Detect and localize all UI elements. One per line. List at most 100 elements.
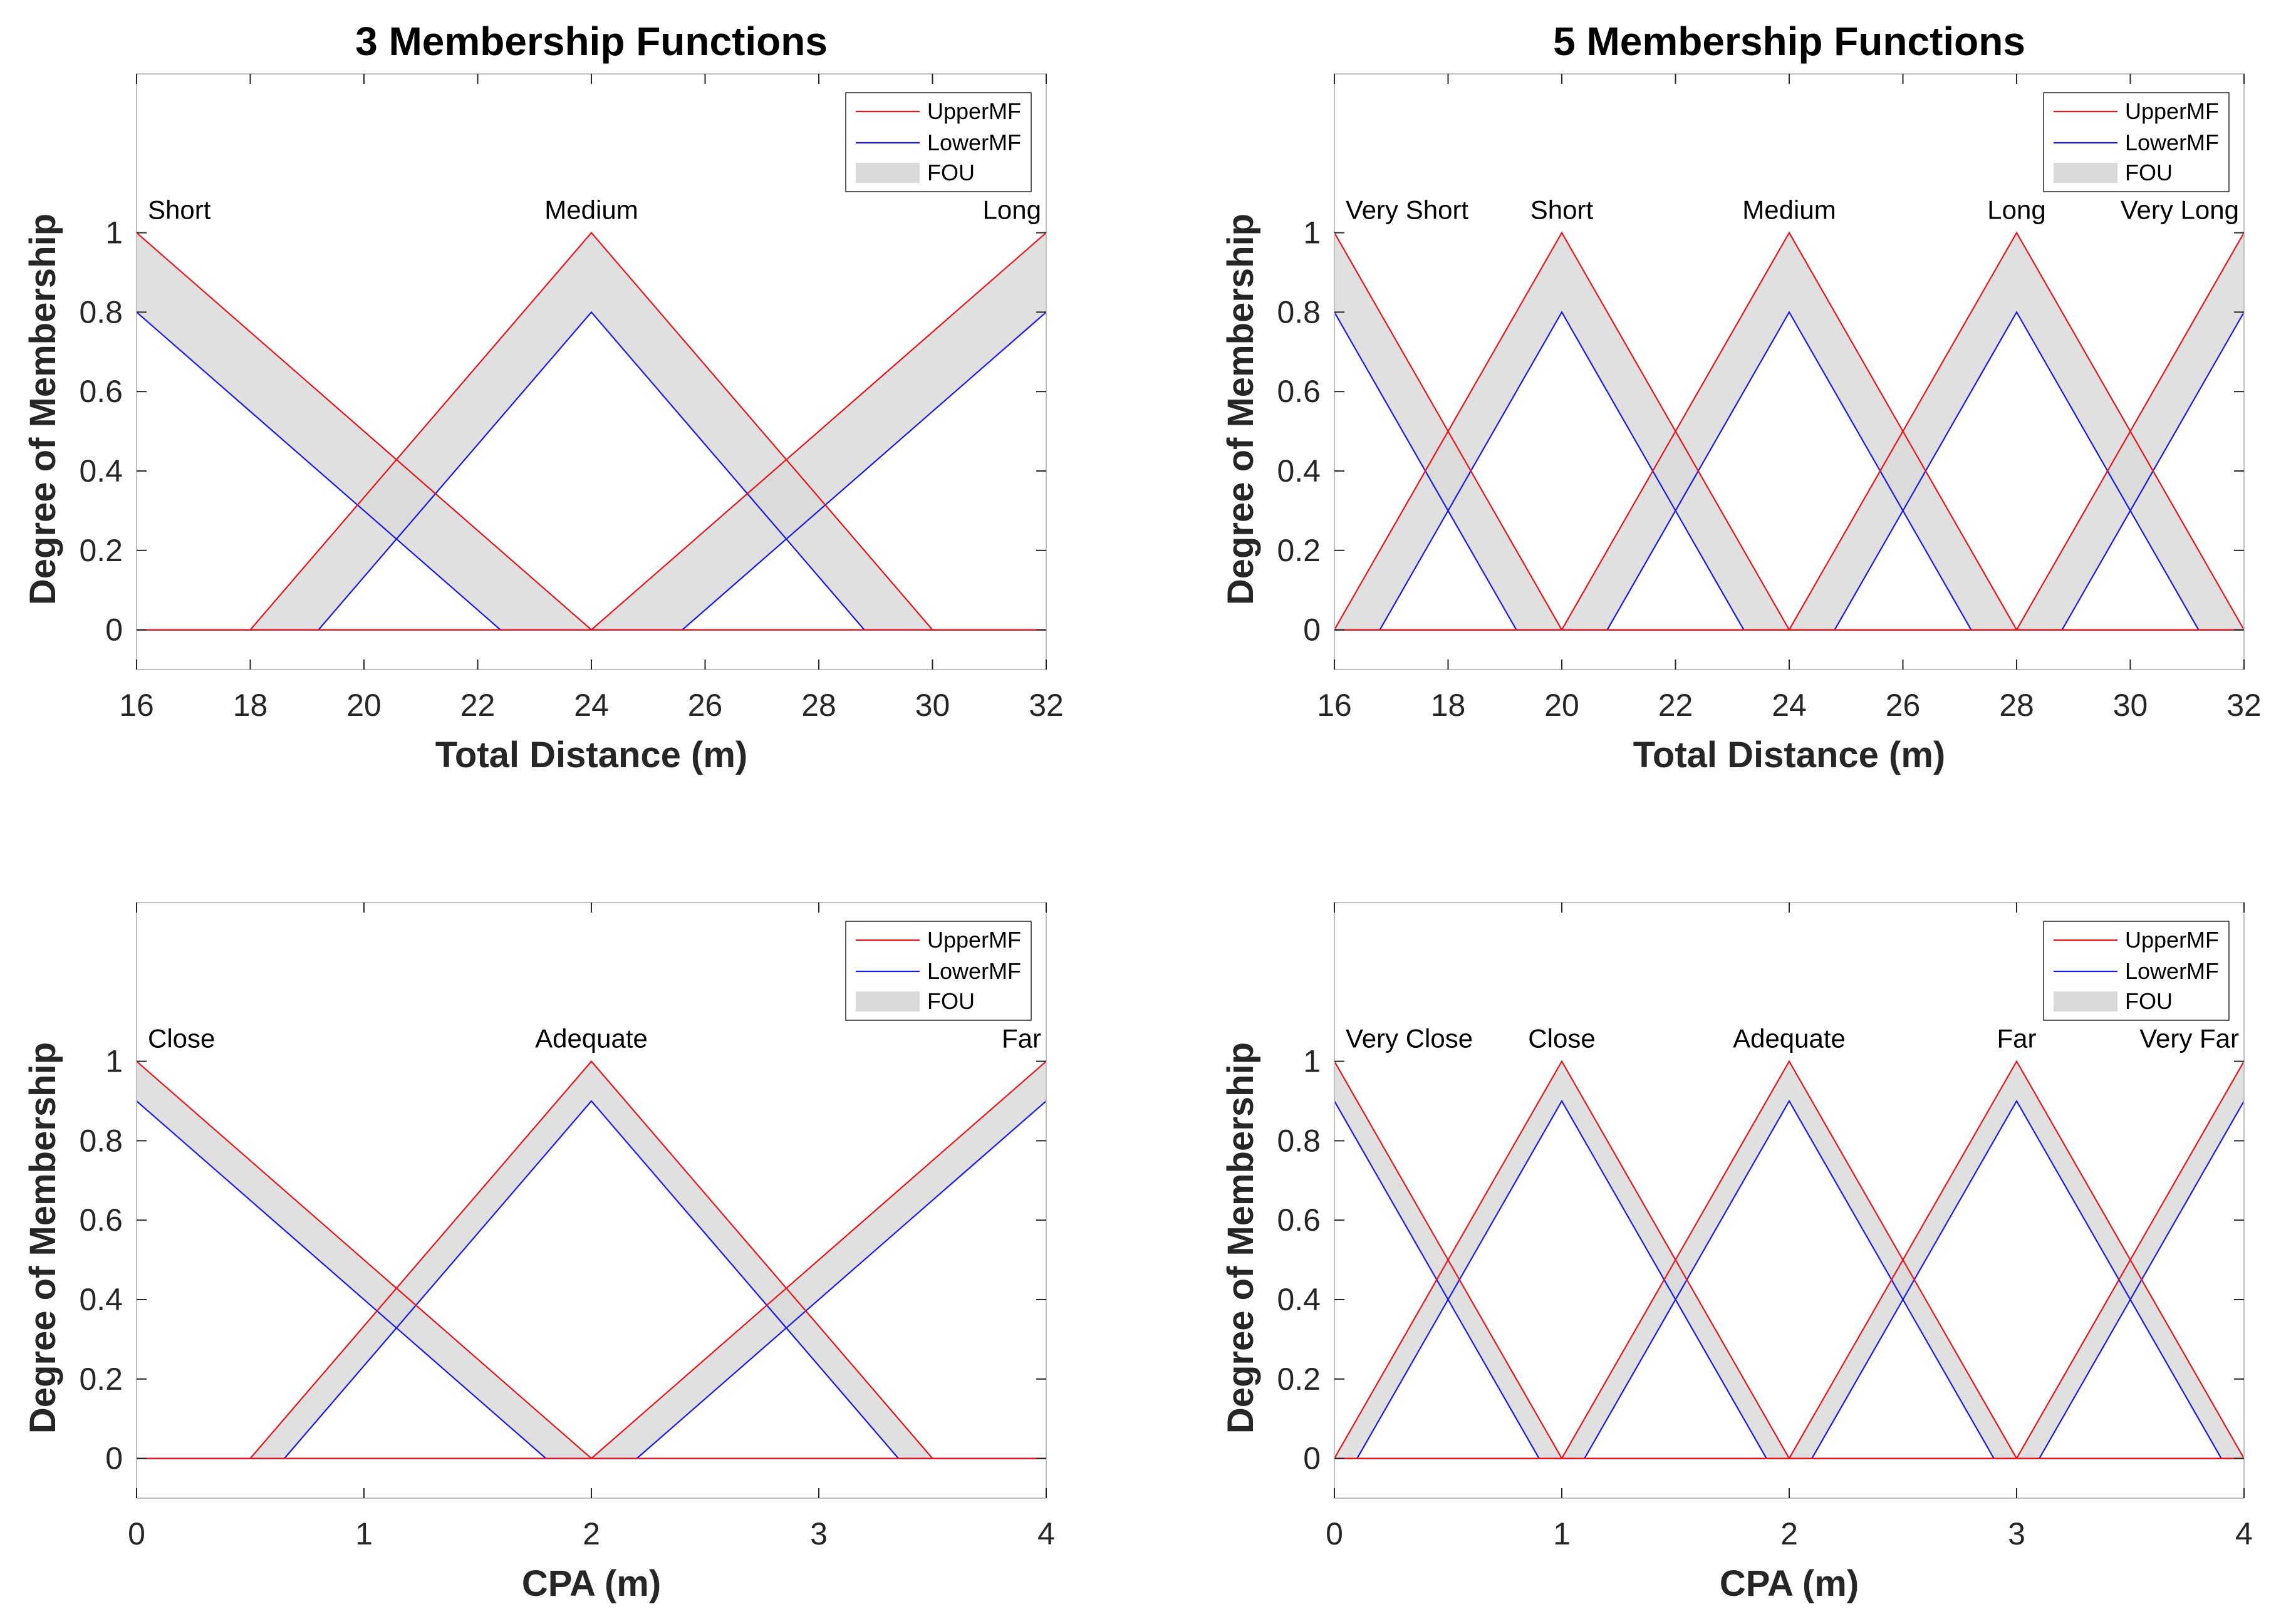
x-tick-label: 1 [355,1516,373,1551]
y-tick-label: 0 [105,1441,123,1476]
legend-entry-fou: FOU [2125,988,2173,1014]
x-tick-label: 16 [119,688,154,723]
x-axis-label: Total Distance (m) [435,735,747,775]
y-tick-label: 0.8 [79,1123,123,1158]
mf-label-short: Short [148,195,211,225]
x-tick-label: 26 [1886,688,1921,723]
panel-title: 5 Membership Functions [1553,19,2025,64]
y-tick-label: 1 [105,215,123,251]
x-tick-label: 18 [1431,688,1466,723]
legend-swatch-fou [2054,163,2117,183]
legend-entry-fou: FOU [2125,160,2173,185]
y-tick-label: 0.8 [1277,1123,1321,1158]
x-axis-label: CPA (m) [522,1563,661,1604]
mf-label-close: Close [1528,1024,1595,1053]
x-axis-label: Total Distance (m) [1633,735,1945,775]
x-tick-label: 26 [688,688,723,723]
mf-label-short: Short [1530,195,1594,225]
y-tick-label: 0.2 [79,1362,123,1397]
mf-label-very-close: Very Close [1346,1024,1473,1053]
y-tick-label: 0.2 [79,533,123,568]
legend-entry-lowermf: LowerMF [927,958,1021,984]
y-axis-label: Degree of Membership [1220,1042,1261,1434]
y-tick-label: 0 [1303,1441,1321,1476]
upper-mf-very-far [1334,1061,2245,1459]
y-tick-label: 0.4 [1277,1282,1321,1317]
x-tick-label: 0 [1326,1516,1343,1551]
legend: UpperMF LowerMF FOU [2043,92,2230,192]
chart-panel-4: 0 1 2 3 4 0 0.2 0.4 0.6 0.8 1 Very Close Close Adequa… [1220,902,2253,1604]
upper-mf-very-long [1334,232,2245,631]
y-axis-label: Degree of Membership [23,214,63,605]
x-tick-label: 0 [128,1516,145,1551]
y-axis-label: Degree of Membership [1220,214,1261,605]
x-tick-label: 1 [1553,1516,1571,1551]
x-tick-label: 20 [346,688,382,723]
legend-entry-uppermf: UpperMF [927,98,1021,124]
fou-bands [137,232,1046,630]
mf-label-very-long: Very Long [2121,195,2239,225]
y-tick-label: 1 [105,1044,123,1079]
mf-label-medium: Medium [1742,195,1836,225]
y-tick-label: 0 [1303,613,1321,648]
mf-label-close: Close [148,1024,215,1053]
y-tick-label: 0 [105,613,123,648]
legend-entry-lowermf: LowerMF [927,130,1021,155]
x-tick-label: 18 [233,688,268,723]
x-tick-label: 32 [2226,688,2262,723]
y-tick-label: 0.6 [1277,1202,1321,1238]
y-tick-label: 0.4 [79,453,123,489]
x-tick-label: 16 [1317,688,1352,723]
x-tick-label: 24 [574,688,609,723]
y-tick-label: 0.6 [1277,374,1321,409]
chart-panel-1: 16 18 20 22 24 26 28 30 32 0 0.2 0.4 0.6 0.8 1 Short Med… [23,19,1064,775]
legend-entry-fou: FOU [927,988,975,1014]
mf-label-far: Far [1997,1024,2037,1053]
x-tick-label: 24 [1772,688,1807,723]
fou-band-adequate [137,1061,1046,1459]
y-tick-label: 1 [1303,1044,1321,1079]
x-tick-label: 4 [2235,1516,2253,1551]
legend-entry-uppermf: UpperMF [2125,927,2219,953]
mf-label-adequate: Adequate [535,1024,648,1053]
legend-entry-lowermf: LowerMF [2125,958,2219,984]
mf-label-very-short: Very Short [1346,195,1468,225]
fou-band-long [137,232,1046,630]
upper-mf-long [137,232,1047,631]
x-tick-label: 20 [1544,688,1579,723]
legend-entry-uppermf: UpperMF [2125,98,2219,124]
x-tick-label: 22 [460,688,496,723]
y-tick-label: 0.4 [1277,453,1321,489]
y-tick-label: 0.2 [1277,1362,1321,1397]
y-tick-label: 0.6 [79,1202,123,1238]
fou-band-medium [137,232,1046,630]
mf-label-adequate: Adequate [1733,1024,1846,1053]
x-tick-label: 3 [2008,1516,2025,1551]
mf-label-long: Long [983,195,1041,225]
legend: UpperMF LowerMF FOU [845,92,1032,192]
mf-label-long: Long [1987,195,2045,225]
legend-swatch-fou [2054,991,2117,1011]
x-tick-label: 2 [1780,1516,1798,1551]
fou-bands [137,1061,1046,1459]
x-tick-label: 4 [1037,1516,1055,1551]
legend: UpperMF LowerMF FOU [845,921,1032,1021]
legend-entry-fou: FOU [927,160,975,185]
legend-entry-uppermf: UpperMF [927,927,1021,953]
chart-panel-3: 0 1 2 3 4 0 0.2 0.4 0.6 0.8 1 Close Adequate Far CPA (… [23,902,1055,1604]
y-tick-label: 0.6 [79,374,123,409]
x-tick-label: 30 [915,688,950,723]
mf-label-far: Far [1002,1024,1041,1053]
x-tick-label: 32 [1029,688,1064,723]
mf-label-medium: Medium [544,195,638,225]
legend-swatch-fou [856,991,920,1011]
x-tick-label: 28 [1999,688,2034,723]
x-tick-label: 28 [801,688,836,723]
y-tick-label: 0.8 [1277,294,1321,329]
x-axis-label: CPA (m) [1720,1563,1859,1604]
chart-panel-2: 16 18 20 22 24 26 28 30 32 0 0.2 0.4 0.6 0.8 1 Very Sho… [1220,19,2262,775]
y-tick-label: 0.4 [79,1282,123,1317]
legend-swatch-fou [856,163,920,183]
mf-label-very-far: Very Far [2139,1024,2239,1053]
